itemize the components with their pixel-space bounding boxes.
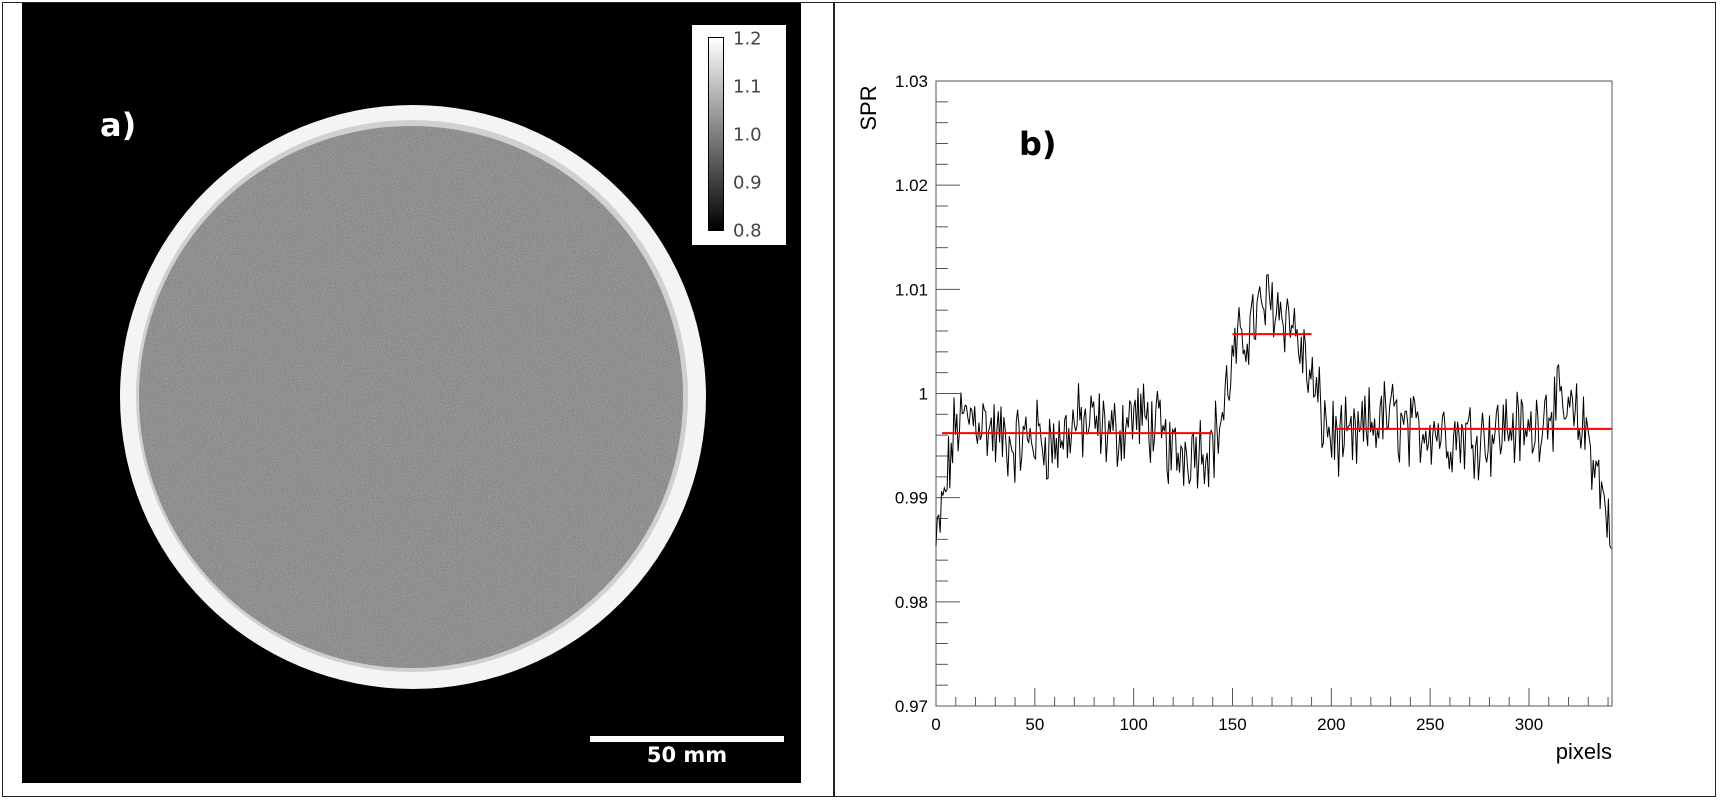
y-tick-label: 1 [919,385,928,404]
y-axis: 0.97 0.98 0.99 1 1.01 1.02 1.03 [895,72,960,716]
ct-image-panel: a) 1.2 1.1 1.0 0.9 0.8 50 mm [22,3,801,783]
colorbar-gradient [708,37,724,231]
y-axis-label: SPR [856,85,881,130]
x-tick-label: 300 [1515,715,1543,734]
y-tick-label: 0.98 [895,593,928,612]
scale-bar [590,736,784,742]
x-tick-label: 250 [1416,715,1444,734]
panel-a-label: a) [100,106,137,144]
scale-bar-label: 50 mm [646,743,728,767]
y-tick-label: 0.99 [895,489,928,508]
x-tick-label: 150 [1218,715,1246,734]
spr-profile-line [935,273,1612,549]
colorbar-tick: 1.1 [733,76,762,98]
colorbar-tick: 1.2 [733,28,762,50]
phantom-interior-noise [139,126,683,668]
y-tick-label: 1.01 [895,280,928,299]
colorbar-tick: 0.9 [733,172,762,194]
mean-lines [941,333,1612,435]
x-axis-label: pixels [1556,739,1612,764]
colorbar-tick: 1.0 [733,124,762,146]
panel-b-label: b) [1019,125,1057,163]
x-tick-label: 200 [1317,715,1345,734]
x-axis: 0 50 100 150 200 250 300 [931,688,1609,734]
y-tick-label: 1.02 [895,176,928,195]
colorbar: 1.2 1.1 1.0 0.9 0.8 [692,25,786,245]
y-tick-label: 1.03 [895,72,928,91]
ct-image [120,105,706,689]
x-tick-label: 50 [1025,715,1044,734]
y-tick-label: 0.97 [895,697,928,716]
x-tick-label: 0 [931,715,940,734]
colorbar-tick: 0.8 [733,220,762,242]
x-tick-label: 100 [1119,715,1147,734]
panel-divider [833,2,835,797]
plot-frame [935,80,1613,707]
